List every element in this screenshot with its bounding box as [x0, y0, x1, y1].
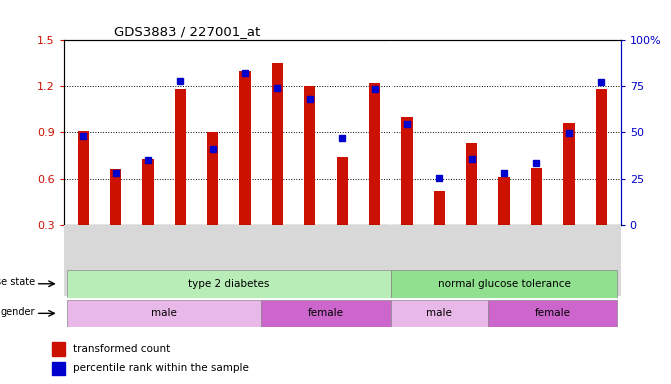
Bar — [67, 270, 391, 298]
Text: gender: gender — [1, 307, 35, 317]
Text: percentile rank within the sample: percentile rank within the sample — [73, 363, 249, 373]
Bar — [488, 300, 617, 327]
Bar — [52, 362, 65, 375]
Text: type 2 diabetes: type 2 diabetes — [188, 279, 270, 289]
Bar — [207, 132, 218, 225]
Bar — [466, 143, 477, 225]
Bar — [337, 157, 348, 225]
Bar — [596, 89, 607, 225]
Bar — [261, 300, 391, 327]
Bar — [272, 63, 283, 225]
Bar — [391, 300, 488, 327]
Text: normal glucose tolerance: normal glucose tolerance — [437, 279, 570, 289]
Bar — [499, 177, 510, 225]
Text: female: female — [535, 308, 570, 318]
Bar — [304, 86, 315, 225]
Bar — [531, 168, 542, 225]
Text: GDS3883 / 227001_at: GDS3883 / 227001_at — [114, 25, 260, 38]
Bar — [78, 131, 89, 225]
Bar — [401, 117, 413, 225]
Text: disease state: disease state — [0, 277, 35, 287]
Bar — [174, 89, 186, 225]
Bar — [369, 83, 380, 225]
Text: male: male — [426, 308, 452, 318]
Bar — [67, 300, 261, 327]
Bar — [142, 159, 154, 225]
Bar — [240, 71, 251, 225]
Bar — [52, 342, 65, 356]
Bar — [433, 191, 445, 225]
Bar — [110, 169, 121, 225]
Text: transformed count: transformed count — [73, 344, 170, 354]
Bar — [563, 123, 574, 225]
Text: female: female — [308, 308, 344, 318]
Text: male: male — [151, 308, 177, 318]
Bar — [391, 270, 617, 298]
